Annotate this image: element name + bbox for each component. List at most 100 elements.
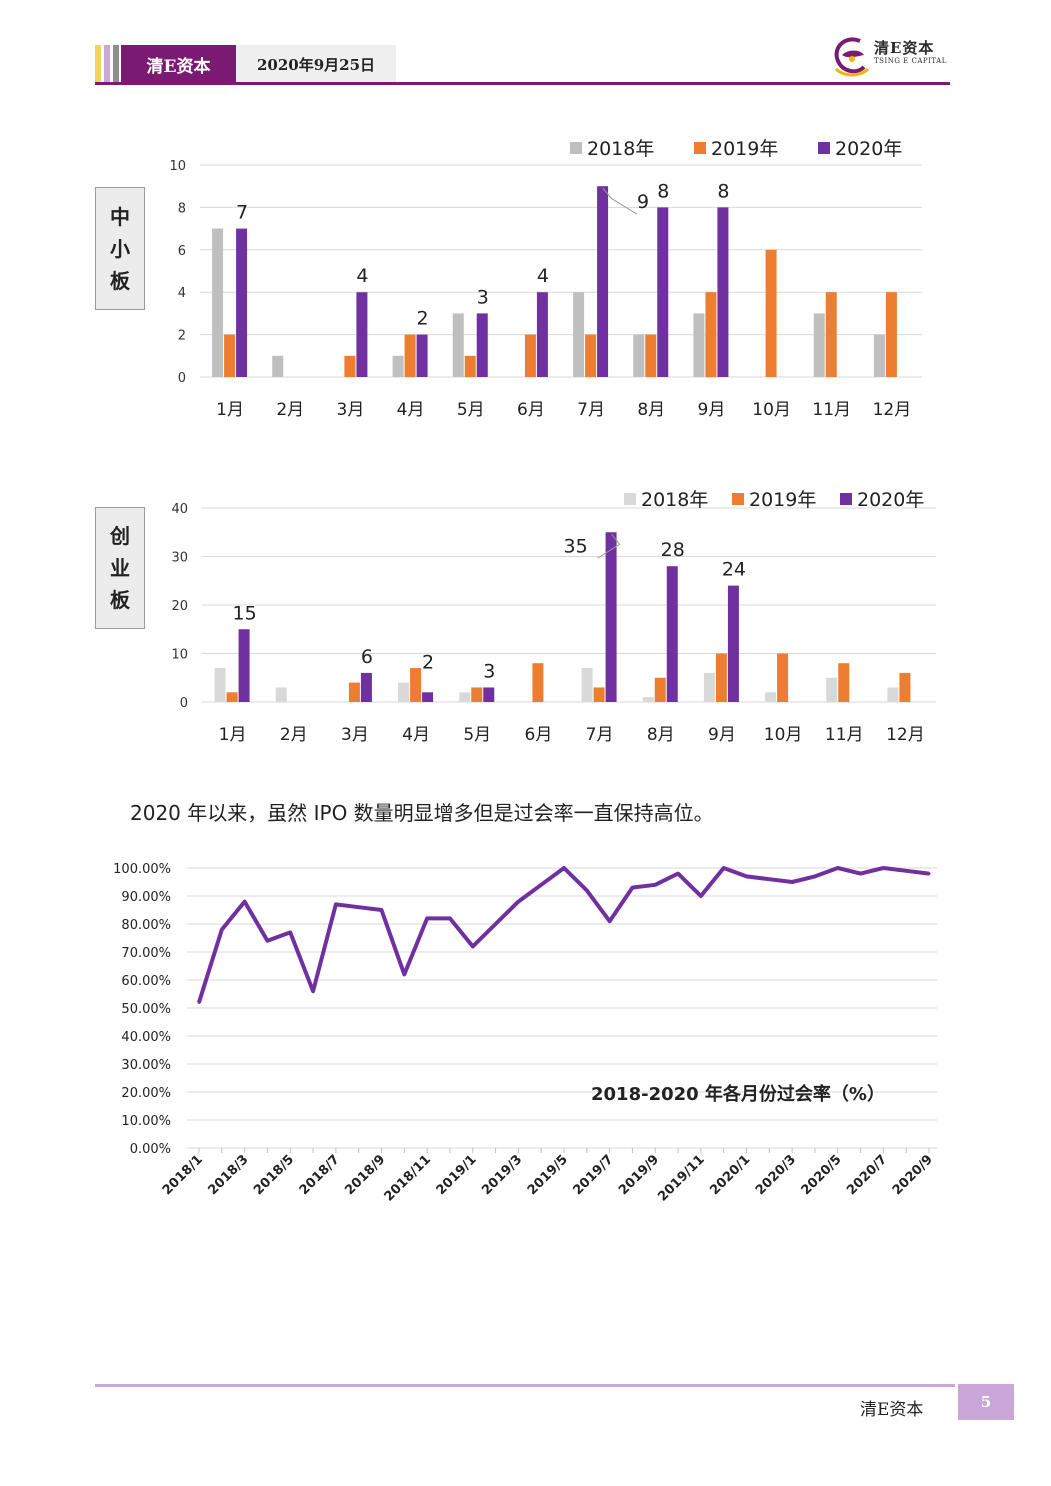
x-tick-label: 4月 <box>397 400 425 420</box>
bar-2019年 <box>885 292 897 377</box>
sme-label-char: 中 <box>110 204 130 229</box>
data-point <box>562 866 566 870</box>
data-point <box>471 944 475 948</box>
bar-2018年 <box>573 292 585 377</box>
data-point <box>927 872 931 876</box>
legend-swatch <box>732 493 744 505</box>
x-tick-label: 5月 <box>457 400 485 420</box>
y-tick-label: 10.00% <box>121 1114 171 1129</box>
x-tick-label: 11月 <box>812 400 851 420</box>
data-label-2020: 4 <box>537 265 549 287</box>
bar-2020年 <box>236 228 248 377</box>
x-tick-label: 2019/7 <box>571 1152 617 1198</box>
data-point <box>767 877 771 881</box>
data-point <box>357 905 361 909</box>
x-tick-label: 2020/1 <box>707 1152 753 1198</box>
bar-2020年 <box>536 292 548 377</box>
x-tick-label: 12月 <box>873 400 912 420</box>
x-tick-label: 2019/9 <box>616 1152 662 1198</box>
bar-2020年 <box>605 532 617 702</box>
x-tick-label: 8月 <box>647 725 675 745</box>
header-brand: 清E资本 <box>121 45 236 83</box>
bar-2019年 <box>593 687 605 702</box>
bar-2020年 <box>657 207 669 377</box>
data-point <box>745 874 748 878</box>
data-label-2020: 7 <box>236 202 248 224</box>
bar-2020年 <box>727 585 739 702</box>
y-tick-label: 0 <box>180 696 188 711</box>
y-tick-label: 10 <box>169 159 186 174</box>
x-tick-label: 6月 <box>517 400 545 420</box>
bar-2018年 <box>813 313 825 377</box>
x-tick-label: 4月 <box>402 725 430 745</box>
data-label-2020: 8 <box>717 180 729 202</box>
x-tick-label: 10月 <box>764 725 803 745</box>
data-point <box>334 902 338 906</box>
bar-2019年 <box>226 692 238 702</box>
bar-2019年 <box>532 663 544 702</box>
data-label-2020: 3 <box>483 660 495 682</box>
y-tick-label: 2 <box>178 329 186 344</box>
bar-2019年 <box>825 292 837 377</box>
y-tick-label: 100.00% <box>113 862 171 877</box>
y-tick-label: 10 <box>171 648 188 663</box>
data-point <box>243 900 247 904</box>
y-tick-label: 40.00% <box>121 1030 171 1045</box>
gem-label-char: 业 <box>110 556 130 580</box>
data-point <box>288 930 292 934</box>
header-divider <box>95 82 950 85</box>
bar-2019年 <box>464 355 476 377</box>
bar-2020年 <box>422 692 434 702</box>
data-point <box>402 972 406 976</box>
data-point <box>516 900 520 904</box>
bar-2019年 <box>765 249 777 377</box>
x-tick-label: 2020/7 <box>844 1152 890 1198</box>
bar-2019年 <box>645 334 657 377</box>
bar-2019年 <box>899 672 911 702</box>
x-tick-label: 11月 <box>825 725 864 745</box>
bar-2020年 <box>476 313 488 377</box>
data-point <box>859 872 863 876</box>
bar-2019年 <box>585 334 597 377</box>
y-tick-label: 8 <box>178 201 186 216</box>
bar-2018年 <box>703 672 715 702</box>
data-point <box>539 883 543 887</box>
x-tick-label: 2018/11 <box>382 1152 434 1204</box>
logo-mark-icon <box>834 37 870 77</box>
data-point <box>790 880 794 884</box>
x-tick-label: 9月 <box>698 400 726 420</box>
legend-swatch <box>840 493 852 505</box>
header-accent-lilac <box>104 45 110 83</box>
bar-2018年 <box>452 313 464 377</box>
label-leader-line <box>597 533 621 559</box>
data-label-2020: 6 <box>361 646 373 668</box>
x-tick-label: 2月 <box>280 725 308 745</box>
x-tick-label: 8月 <box>637 400 665 420</box>
x-tick-label: 7月 <box>586 725 614 745</box>
x-tick-label: 2018/1 <box>160 1152 206 1198</box>
bar-2019年 <box>410 668 422 702</box>
data-point <box>630 886 634 890</box>
data-point <box>448 916 452 920</box>
data-point <box>197 1000 201 1004</box>
legend-label: 2018年 <box>587 138 654 160</box>
data-point <box>425 916 429 920</box>
legend-swatch <box>624 493 636 505</box>
x-tick-label: 5月 <box>463 725 491 745</box>
data-point <box>836 866 840 870</box>
sme-board-label: 中 小 板 <box>95 187 145 310</box>
data-point <box>699 894 703 898</box>
bar-2019年 <box>838 663 850 702</box>
x-tick-label: 3月 <box>341 725 369 745</box>
y-tick-label: 60.00% <box>121 974 171 989</box>
x-tick-label: 10月 <box>752 400 791 420</box>
bar-2019年 <box>715 653 727 702</box>
x-tick-label: 2019/11 <box>655 1152 707 1204</box>
x-tick-label: 7月 <box>577 400 605 420</box>
x-tick-label: 2018/7 <box>297 1152 343 1198</box>
data-label-2020: 8 <box>657 180 669 202</box>
legend-swatch <box>694 142 706 154</box>
gem-board-ipo-chart: 0 10 20 30 40 1月 2月 3月 4月 5月 6月 7月 8月 9月 10月 11月 12月 15 6 2… <box>171 489 936 745</box>
x-tick-label: 12月 <box>886 725 925 745</box>
bar-2019年 <box>344 355 356 377</box>
